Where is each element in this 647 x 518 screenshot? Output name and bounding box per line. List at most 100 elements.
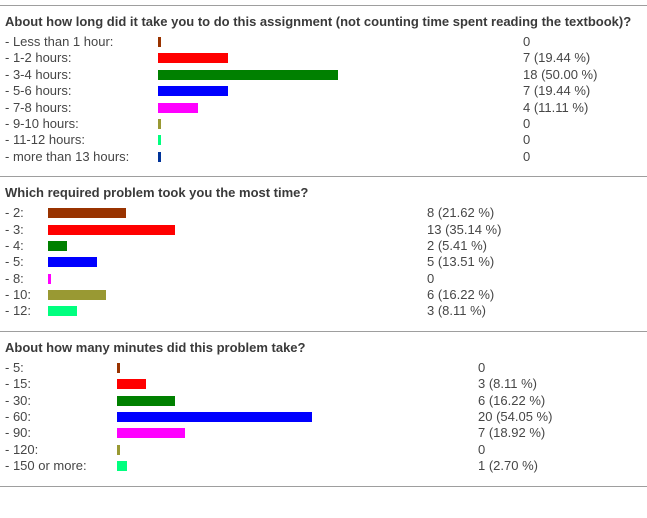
option-label: - 12: bbox=[5, 303, 32, 319]
option-label: - Less than 1 hour: bbox=[5, 34, 114, 49]
survey-row: - 60: 20 (54.05 %) bbox=[0, 409, 647, 425]
result-bar bbox=[117, 444, 120, 455]
survey-row: - 90: 7 (18.92 %) bbox=[0, 425, 647, 441]
option-label: - 15: bbox=[5, 376, 32, 392]
survey-results: About how long did it take you to do thi… bbox=[0, 5, 647, 475]
result-bar bbox=[117, 362, 120, 373]
survey-row: - 30: 6 (16.22 %) bbox=[0, 393, 647, 409]
result-bar bbox=[158, 118, 161, 129]
result-bar bbox=[117, 461, 127, 472]
survey-row: - 120: 0 bbox=[0, 442, 647, 458]
bar-chart: - 5: 0 - 15: 3 (8.11 %) - 30: 6 (16.22 %… bbox=[0, 360, 647, 475]
count-value: 6 (16.22 %) bbox=[427, 287, 495, 303]
result-bar bbox=[158, 69, 338, 80]
result-bar bbox=[117, 428, 185, 439]
survey-row: - more than 13 hours: 0 bbox=[0, 149, 647, 165]
count-value: 13 (35.14 %) bbox=[427, 221, 502, 237]
result-bar bbox=[117, 395, 175, 406]
section-divider bbox=[0, 330, 647, 332]
option-label: - 3: bbox=[5, 221, 24, 237]
result-bar bbox=[48, 224, 175, 235]
question-title: About how long did it take you to do thi… bbox=[5, 14, 632, 29]
survey-section: Which required problem took you the most… bbox=[0, 176, 647, 320]
survey-row: - 2: 8 (21.62 %) bbox=[0, 205, 647, 221]
bar-chart: - Less than 1 hour: 0 - 1-2 hours: 7 (19… bbox=[0, 34, 647, 165]
option-label: - 3-4 hours: bbox=[5, 66, 72, 82]
survey-row: - 15: 3 (8.11 %) bbox=[0, 376, 647, 392]
survey-section: About how long did it take you to do thi… bbox=[0, 5, 647, 165]
question-title: About how many minutes did this problem … bbox=[5, 339, 306, 355]
survey-row: - Less than 1 hour: 0 bbox=[0, 34, 647, 50]
option-label: - 5: bbox=[5, 254, 24, 270]
survey-row: - 3: 13 (35.14 %) bbox=[0, 222, 647, 238]
survey-row: - 4: 2 (5.41 %) bbox=[0, 238, 647, 254]
count-value: 5 (13.51 %) bbox=[427, 254, 495, 270]
result-bar bbox=[158, 135, 161, 146]
option-label: - 10: bbox=[5, 287, 32, 303]
survey-row: - 7-8 hours: 4 (11.11 %) bbox=[0, 100, 647, 116]
option-label: - 11-12 hours: bbox=[5, 132, 85, 148]
question-title: Which required problem took you the most… bbox=[5, 185, 309, 201]
count-value: 0 bbox=[523, 115, 531, 131]
section-divider bbox=[0, 176, 647, 178]
count-value: 4 (11.11 %) bbox=[523, 99, 589, 115]
option-label: - 30: bbox=[5, 392, 32, 408]
survey-row: - 9-10 hours: 0 bbox=[0, 116, 647, 132]
bottom-divider bbox=[0, 485, 647, 487]
count-value: 0 bbox=[478, 359, 486, 375]
count-value: 1 (2.70 %) bbox=[478, 458, 538, 474]
result-bar bbox=[48, 306, 77, 317]
count-value: 8 (21.62 %) bbox=[427, 205, 495, 221]
section-divider bbox=[0, 5, 647, 6]
option-label: - 60: bbox=[5, 409, 32, 425]
survey-row: - 11-12 hours: 0 bbox=[0, 132, 647, 148]
survey-row: - 12: 3 (8.11 %) bbox=[0, 303, 647, 319]
count-value: 3 (8.11 %) bbox=[478, 376, 538, 392]
count-value: 7 (19.44 %) bbox=[523, 50, 591, 66]
survey-row: - 150 or more: 1 (2.70 %) bbox=[0, 458, 647, 474]
result-bar bbox=[117, 379, 146, 390]
survey-row: - 10: 6 (16.22 %) bbox=[0, 287, 647, 303]
count-value: 0 bbox=[523, 148, 531, 164]
result-bar bbox=[158, 151, 161, 162]
count-value: 0 bbox=[427, 270, 435, 286]
count-value: 0 bbox=[478, 441, 486, 457]
result-bar bbox=[158, 86, 228, 97]
option-label: - 5: bbox=[5, 359, 24, 375]
option-label: - 9-10 hours: bbox=[5, 115, 79, 131]
count-value: 7 (19.44 %) bbox=[523, 83, 591, 99]
count-value: 0 bbox=[523, 132, 531, 148]
count-value: 7 (18.92 %) bbox=[478, 425, 546, 441]
result-bar bbox=[48, 290, 106, 301]
option-label: - 5-6 hours: bbox=[5, 83, 72, 99]
survey-row: - 1-2 hours: 7 (19.44 %) bbox=[0, 50, 647, 66]
option-label: - 2: bbox=[5, 205, 24, 221]
option-label: - 150 or more: bbox=[5, 458, 87, 474]
result-bar bbox=[158, 37, 161, 47]
survey-row: - 5-6 hours: 7 (19.44 %) bbox=[0, 83, 647, 99]
option-label: - 8: bbox=[5, 270, 24, 286]
result-bar bbox=[48, 273, 51, 284]
result-bar bbox=[48, 240, 67, 251]
result-bar bbox=[117, 412, 312, 423]
count-value: 18 (50.00 %) bbox=[523, 66, 598, 82]
option-label: - 90: bbox=[5, 425, 32, 441]
result-bar bbox=[48, 208, 126, 219]
bar-chart: - 2: 8 (21.62 %) - 3: 13 (35.14 %) - 4: … bbox=[0, 205, 647, 320]
count-value: 0 bbox=[523, 34, 531, 49]
count-value: 3 (8.11 %) bbox=[427, 303, 487, 319]
option-label: - 4: bbox=[5, 237, 24, 253]
survey-section: About how many minutes did this problem … bbox=[0, 330, 647, 475]
survey-row: - 3-4 hours: 18 (50.00 %) bbox=[0, 67, 647, 83]
survey-row: - 5: 5 (13.51 %) bbox=[0, 254, 647, 270]
result-bar bbox=[158, 53, 228, 64]
survey-row: - 5: 0 bbox=[0, 360, 647, 376]
option-label: - more than 13 hours: bbox=[5, 148, 130, 164]
option-label: - 120: bbox=[5, 441, 39, 457]
option-label: - 1-2 hours: bbox=[5, 50, 72, 66]
count-value: 2 (5.41 %) bbox=[427, 237, 487, 253]
result-bar bbox=[48, 257, 97, 268]
result-bar bbox=[158, 102, 198, 113]
count-value: 6 (16.22 %) bbox=[478, 392, 546, 408]
